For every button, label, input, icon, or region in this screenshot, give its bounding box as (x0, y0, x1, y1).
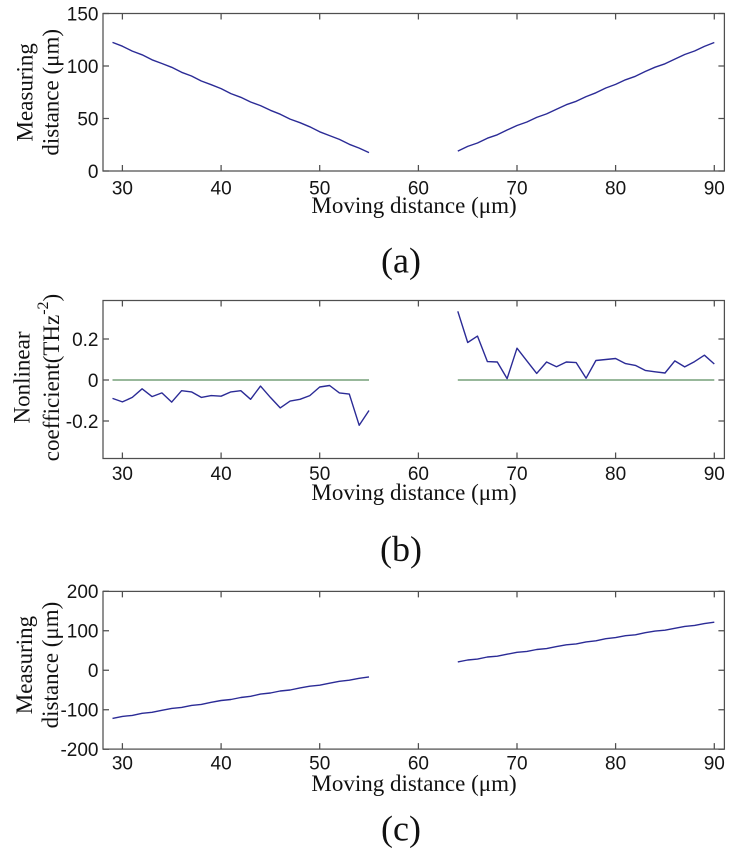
svg-text:Measuring: Measuring (12, 615, 37, 714)
svg-text:distance (μm): distance (μm) (38, 602, 63, 729)
svg-text:distance (μm): distance (μm) (39, 29, 64, 156)
svg-text:-100: -100 (60, 701, 98, 722)
svg-text:70: 70 (506, 179, 527, 200)
svg-text:Moving distance (μm): Moving distance (μm) (311, 480, 516, 505)
svg-text:150: 150 (67, 4, 99, 25)
svg-text:70: 70 (506, 754, 527, 775)
svg-text:50: 50 (309, 464, 330, 485)
svg-text:60: 60 (408, 179, 429, 200)
svg-text:Moving distance (μm): Moving distance (μm) (311, 193, 516, 218)
svg-text:Nonlinear: Nonlinear (10, 331, 35, 423)
svg-text:30: 30 (112, 464, 133, 485)
svg-text:90: 90 (704, 464, 725, 485)
svg-text:100: 100 (67, 57, 99, 78)
svg-text:80: 80 (605, 754, 626, 775)
svg-text:(b): (b) (380, 529, 422, 569)
svg-text:0: 0 (88, 371, 99, 392)
svg-text:50: 50 (309, 754, 330, 775)
svg-text:(a): (a) (381, 241, 421, 281)
svg-text:coefficient(THz-2): coefficient(THz-2) (35, 294, 64, 461)
svg-text:50: 50 (309, 179, 330, 200)
svg-text:0: 0 (88, 661, 99, 682)
svg-text:0: 0 (88, 162, 99, 183)
svg-text:40: 40 (211, 464, 232, 485)
svg-text:(c): (c) (381, 809, 421, 849)
svg-text:100: 100 (67, 622, 99, 643)
svg-text:50: 50 (77, 109, 98, 130)
svg-text:200: 200 (67, 582, 99, 603)
svg-text:80: 80 (605, 179, 626, 200)
svg-text:30: 30 (112, 179, 133, 200)
svg-text:90: 90 (704, 179, 725, 200)
svg-text:40: 40 (211, 754, 232, 775)
svg-text:90: 90 (704, 754, 725, 775)
svg-text:-200: -200 (60, 740, 98, 761)
svg-text:80: 80 (605, 464, 626, 485)
svg-text:Measuring: Measuring (13, 43, 38, 142)
svg-text:-0.2: -0.2 (66, 412, 99, 433)
svg-text:0.2: 0.2 (72, 330, 98, 351)
svg-text:40: 40 (211, 179, 232, 200)
svg-text:60: 60 (408, 754, 429, 775)
svg-text:60: 60 (408, 464, 429, 485)
svg-text:30: 30 (112, 754, 133, 775)
svg-text:70: 70 (506, 464, 527, 485)
svg-text:Moving distance (μm): Moving distance (μm) (311, 771, 516, 796)
